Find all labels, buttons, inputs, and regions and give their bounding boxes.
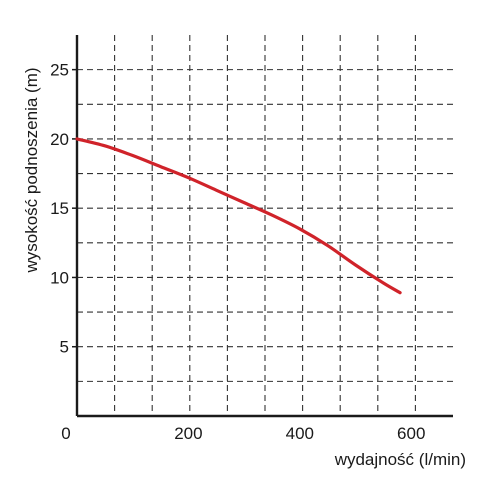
y-tick-label: 15 (50, 199, 69, 218)
y-tick-label: 25 (50, 61, 69, 80)
x-tick-label: 0 (61, 424, 70, 443)
x-tick-label: 200 (174, 424, 202, 443)
series-line (75, 137, 402, 295)
y-tick-label: 5 (60, 338, 69, 357)
y-axis-label: wysokość podnoszenia (m) (22, 67, 41, 273)
x-axis-label: wydajność (l/min) (334, 450, 466, 469)
x-tick-label: 600 (397, 424, 425, 443)
y-tick-label: 20 (50, 130, 69, 149)
tick-labels: 5 10 15 20 25 0 200 400 600 (50, 61, 425, 443)
grid-lines (77, 35, 453, 416)
y-tick-label: 10 (50, 268, 69, 287)
series-layer (75, 137, 402, 295)
axes (75, 35, 453, 418)
x-tick-label: 400 (286, 424, 314, 443)
